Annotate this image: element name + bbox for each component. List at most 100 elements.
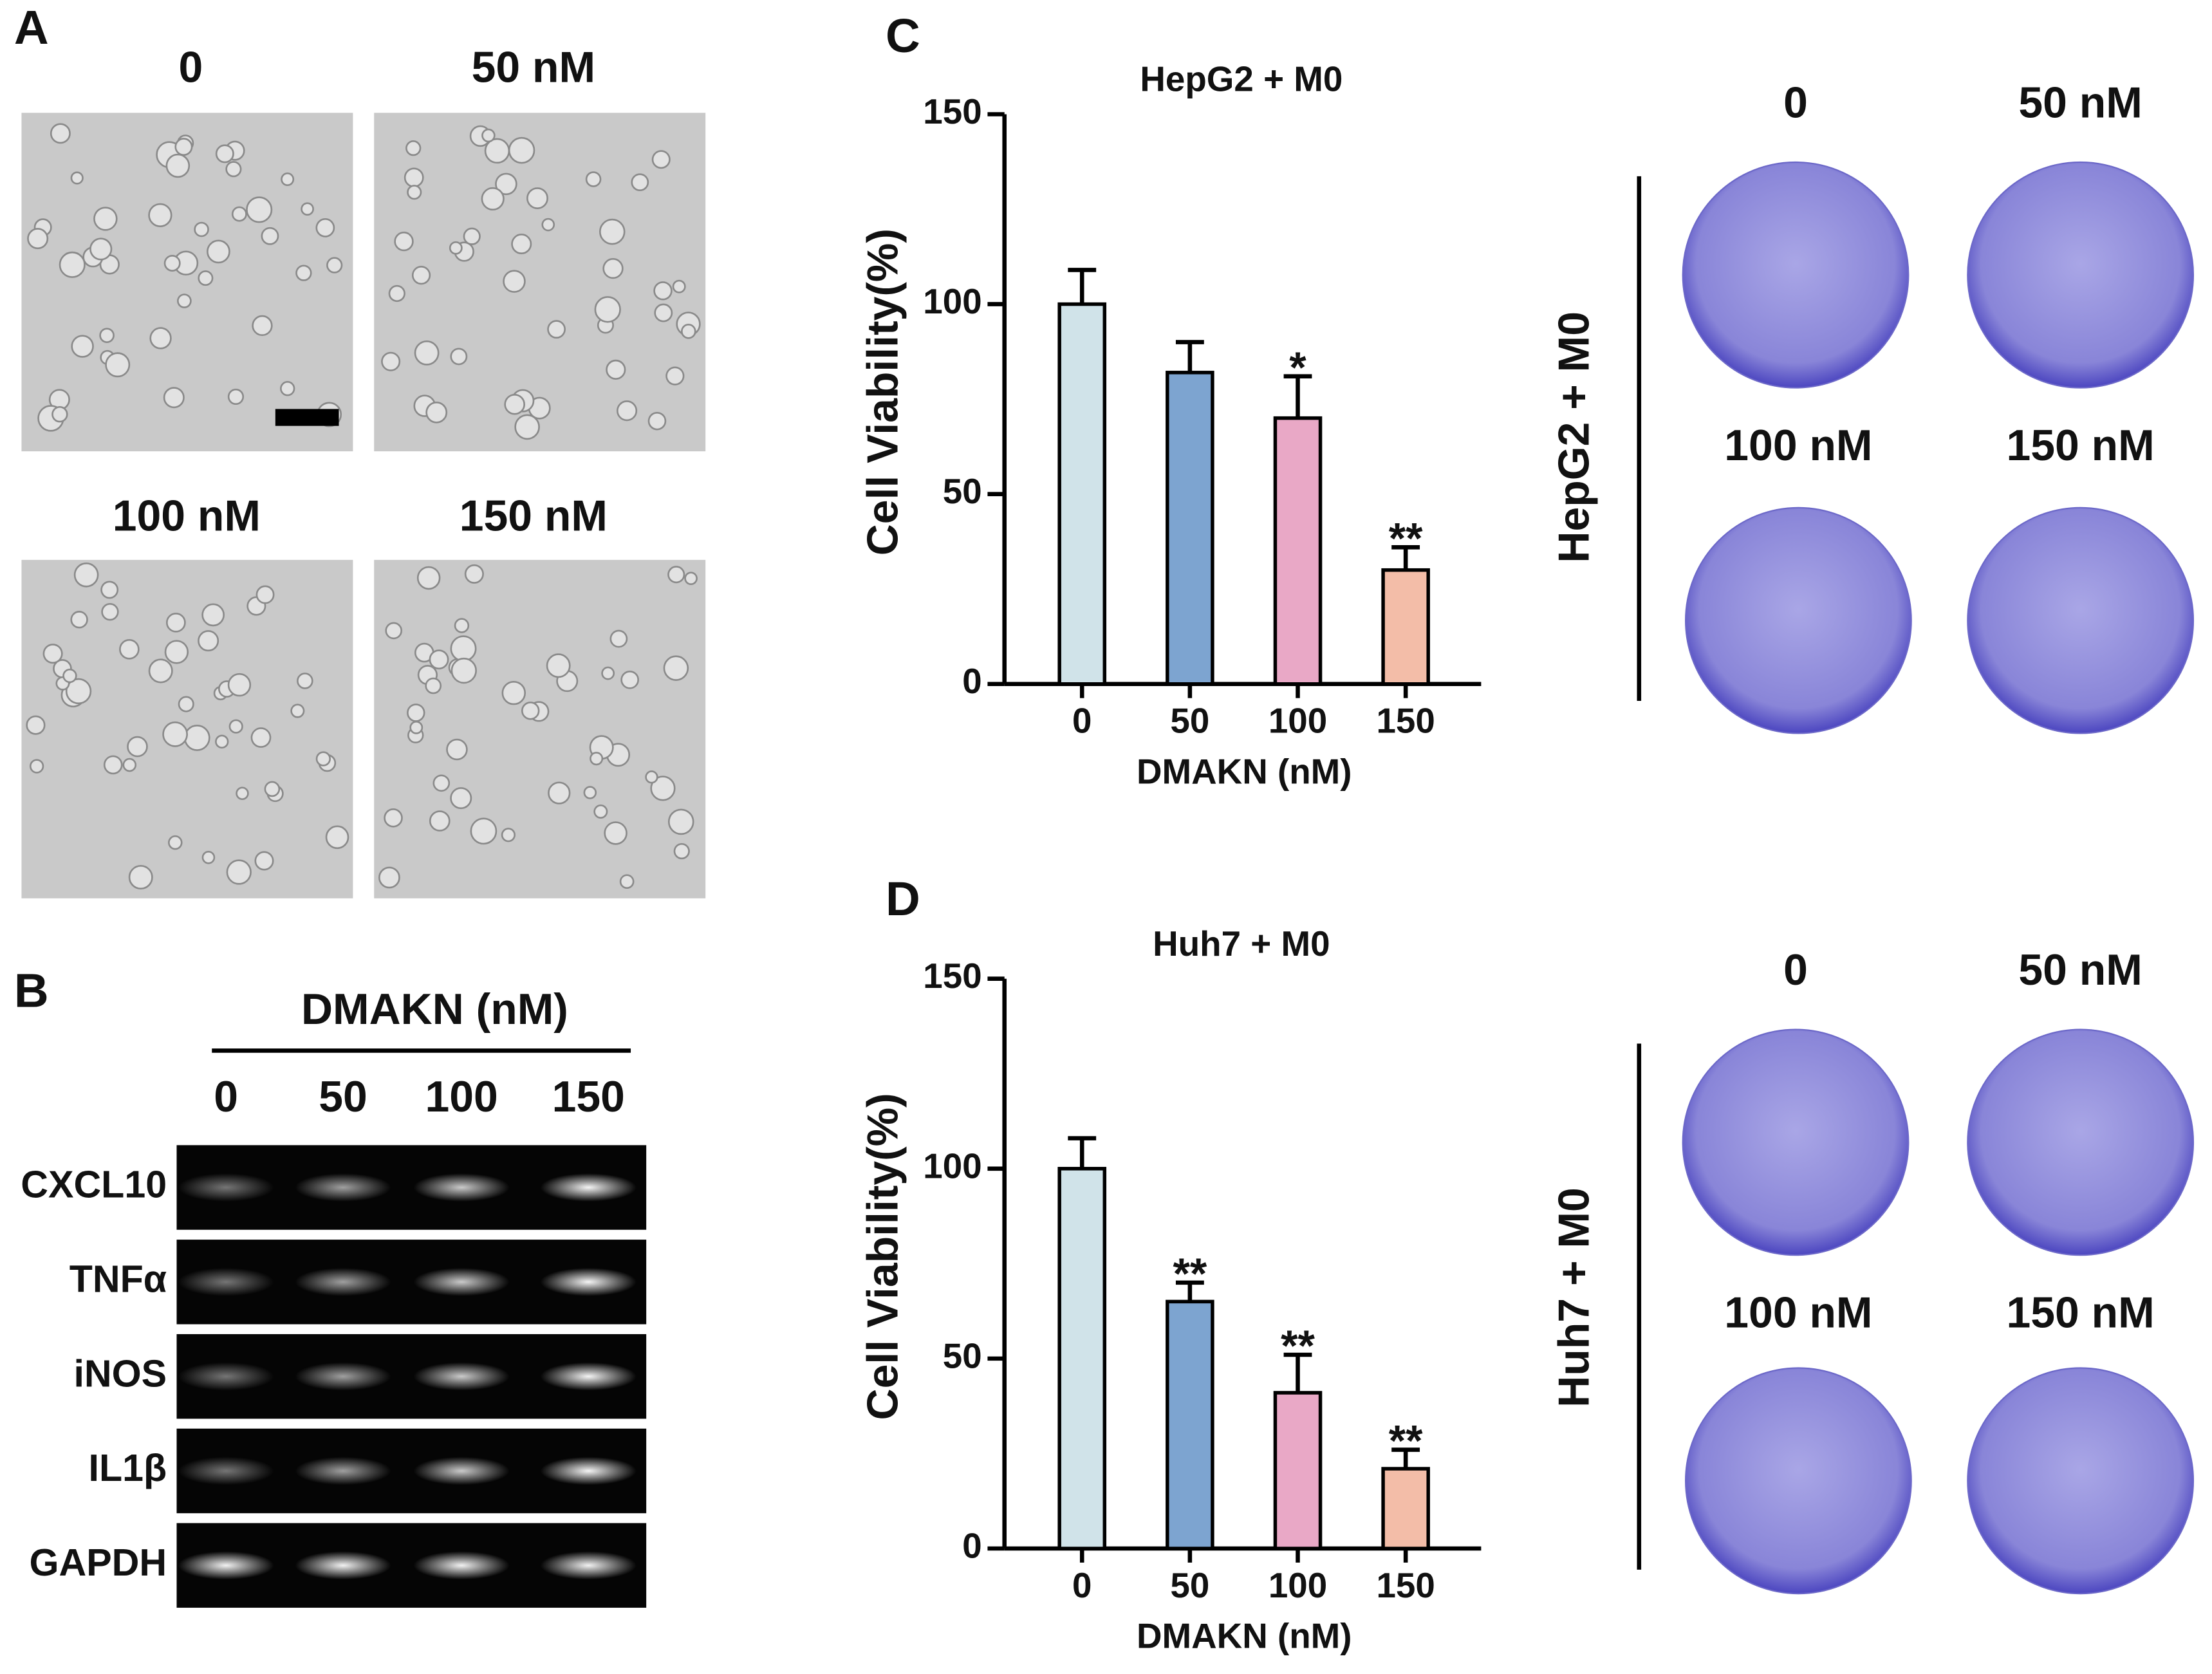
cell: [590, 752, 604, 766]
cell: [663, 655, 689, 681]
image-label: 0: [178, 43, 203, 91]
cell: [450, 787, 472, 810]
cell: [207, 239, 230, 264]
cell: [501, 680, 526, 705]
cell: [521, 702, 540, 720]
cell: [583, 786, 597, 799]
cell: [601, 666, 615, 680]
error-bar: [1068, 268, 1097, 304]
plate: [1967, 507, 2195, 734]
lane-label: 0: [214, 1073, 238, 1121]
cell: [163, 255, 181, 272]
cell: [378, 866, 400, 889]
cell: [198, 270, 214, 286]
y-tick-label: 0: [962, 661, 981, 701]
cell: [388, 284, 405, 302]
cell: [254, 851, 274, 871]
cell: [619, 874, 635, 889]
error-bar: [1283, 1352, 1312, 1393]
significance: **: [1389, 1417, 1423, 1465]
plate: [1967, 1367, 2195, 1595]
cell: [228, 719, 243, 734]
cell: [407, 703, 425, 722]
cell: [101, 603, 119, 621]
plate-label: 50 nM: [2018, 946, 2142, 994]
charts: HepG2 + M0 Cell Viability(%) DMAKN (nM) 0 50…: [859, 59, 1482, 1656]
cell: [256, 585, 275, 604]
band: [413, 1173, 510, 1202]
cell: [42, 644, 63, 664]
cell: [602, 258, 624, 279]
cell: [225, 161, 242, 178]
cell: [70, 171, 84, 185]
plate: [1685, 1367, 1912, 1595]
cell: [548, 781, 571, 804]
cell: [667, 808, 694, 835]
cell: [405, 140, 422, 156]
panel-letter: D: [886, 872, 920, 925]
gel: 0 50 100 150 CXCL10 TNFα iNOS IL1β GAPDH: [21, 1073, 647, 1608]
cell: [593, 804, 608, 819]
cell: [511, 234, 532, 255]
cell: [481, 187, 505, 211]
cell: [526, 187, 548, 210]
plate-label: 150 nM: [2007, 1288, 2155, 1337]
cell: [481, 128, 496, 143]
cell: [470, 817, 497, 845]
cell: [631, 173, 649, 192]
significance: **: [1389, 514, 1423, 563]
bar: [1166, 371, 1214, 686]
cell: [429, 649, 449, 670]
gene-label: CXCL10: [21, 1163, 167, 1206]
cell: [414, 340, 440, 366]
y-tick-label: 100: [923, 1146, 981, 1186]
band: [540, 1173, 637, 1202]
cell: [261, 227, 279, 245]
cell: [411, 266, 431, 285]
cell: [231, 206, 247, 222]
lane-label: 100: [425, 1073, 497, 1121]
significance: **: [1173, 1250, 1207, 1298]
cell: [226, 859, 252, 885]
band: [413, 1456, 510, 1485]
cell: [215, 144, 234, 163]
panel-letter: B: [14, 964, 49, 1018]
cell: [178, 696, 194, 712]
cell: [606, 359, 626, 380]
cell: [315, 751, 331, 767]
cell: [609, 629, 628, 648]
cell: [164, 640, 189, 664]
cell: [508, 136, 535, 164]
cell: [280, 381, 295, 396]
image-label: 100 nM: [113, 492, 261, 540]
cell: [503, 270, 526, 293]
cell: [297, 673, 313, 689]
bar: [1057, 302, 1107, 686]
cell: [264, 781, 281, 797]
cell: [594, 296, 621, 323]
cell: [165, 612, 186, 633]
cell: [119, 639, 140, 660]
cell: [546, 653, 571, 678]
error-bar: [1175, 1280, 1204, 1302]
cell: [425, 401, 448, 423]
cell: [93, 207, 118, 231]
cell: [672, 279, 686, 293]
panel-letter: C: [886, 9, 920, 62]
gene-label: IL1β: [89, 1446, 167, 1489]
cell: [665, 366, 685, 386]
y-axis-label: Cell Viability(%): [859, 1093, 907, 1420]
cell: [654, 303, 673, 322]
error-bar: [1391, 1447, 1420, 1469]
band: [178, 1551, 274, 1580]
cell: [650, 776, 676, 801]
cell: [501, 828, 516, 842]
significance: *: [1289, 344, 1306, 392]
plate-group-label: HepG2 + M0: [1550, 312, 1598, 563]
cell: [105, 352, 131, 378]
cell: [404, 167, 424, 188]
band: [178, 1173, 274, 1202]
cell: [429, 810, 451, 832]
lane-label: 50: [319, 1073, 367, 1121]
cell: [168, 835, 183, 850]
